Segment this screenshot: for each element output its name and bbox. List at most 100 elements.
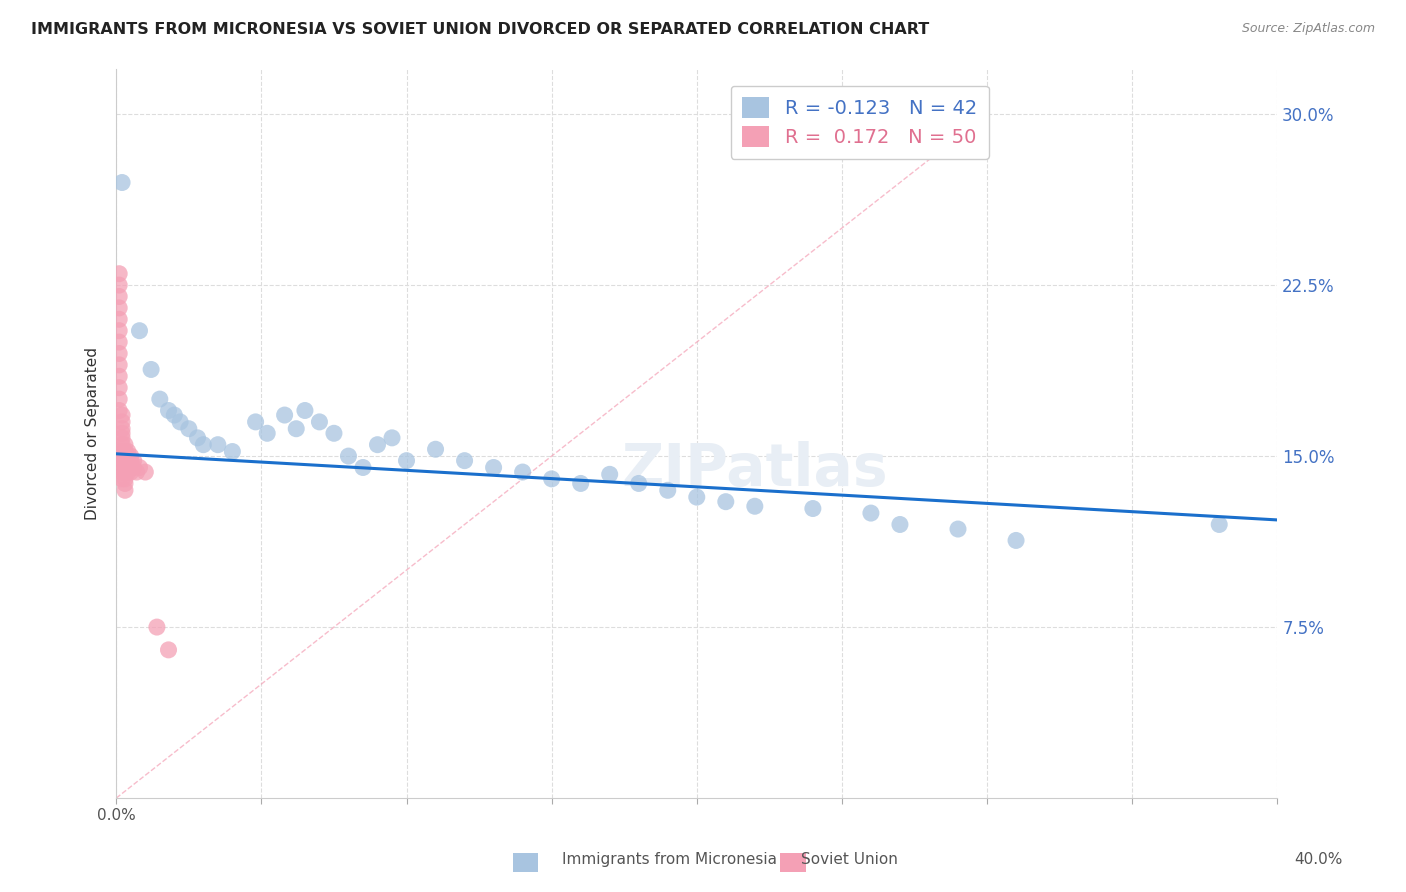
Point (169, 415, 191, 429)
Point (108, 369, 131, 384)
Point (122, 453, 145, 467)
Point (221, 444, 243, 458)
Point (108, 267, 131, 281)
Point (686, 490, 709, 504)
Point (157, 643, 180, 657)
Point (1208, 517, 1230, 532)
Point (120, 460, 142, 475)
Point (149, 392, 172, 406)
Point (569, 476, 592, 491)
Point (245, 415, 267, 429)
Point (946, 522, 969, 536)
Point (207, 438, 229, 452)
Point (108, 358, 131, 372)
Point (453, 453, 475, 467)
Point (186, 431, 208, 445)
Legend: R = -0.123   N = 42, R =  0.172   N = 50: R = -0.123 N = 42, R = 0.172 N = 50 (731, 86, 988, 159)
Point (111, 422, 134, 436)
Point (120, 465, 142, 479)
Point (352, 460, 374, 475)
Point (337, 449, 360, 463)
Point (108, 278, 131, 293)
Point (323, 426, 346, 441)
Point (425, 442, 447, 457)
Point (134, 465, 156, 479)
Point (111, 426, 134, 441)
Point (111, 465, 134, 479)
Point (111, 472, 134, 486)
Point (108, 324, 131, 338)
Point (157, 403, 180, 417)
Point (599, 467, 621, 482)
Point (125, 465, 148, 479)
Point (108, 289, 131, 303)
Point (111, 176, 134, 190)
Point (111, 449, 134, 463)
Point (177, 422, 200, 436)
Point (482, 460, 505, 475)
Point (114, 465, 136, 479)
Point (273, 408, 295, 422)
Point (111, 408, 134, 422)
Text: IMMIGRANTS FROM MICRONESIA VS SOVIET UNION DIVORCED OR SEPARATED CORRELATION CHA: IMMIGRANTS FROM MICRONESIA VS SOVIET UNI… (31, 22, 929, 37)
Point (714, 494, 737, 508)
Point (108, 392, 131, 406)
Text: Immigrants from Micronesia: Immigrants from Micronesia (562, 852, 778, 867)
Point (117, 444, 139, 458)
Point (193, 438, 215, 452)
Point (114, 438, 136, 452)
Point (395, 453, 418, 467)
Point (111, 431, 134, 445)
Point (117, 449, 139, 463)
Point (117, 460, 139, 475)
Point (889, 517, 911, 532)
Point (285, 422, 308, 436)
Point (108, 312, 131, 326)
Point (128, 460, 150, 475)
Point (114, 444, 136, 458)
Point (801, 501, 824, 516)
Point (111, 438, 134, 452)
Point (108, 381, 131, 395)
Point (512, 465, 534, 479)
Text: Soviet Union: Soviet Union (801, 852, 898, 867)
Point (111, 460, 134, 475)
Text: Source: ZipAtlas.com: Source: ZipAtlas.com (1241, 22, 1375, 36)
Point (308, 415, 330, 429)
Point (540, 472, 562, 486)
Point (146, 620, 169, 634)
Point (117, 465, 139, 479)
Point (163, 408, 186, 422)
Point (111, 453, 134, 467)
Point (108, 301, 131, 315)
Point (366, 438, 388, 452)
Point (256, 426, 278, 441)
Point (294, 403, 316, 417)
Point (657, 483, 679, 498)
Point (120, 453, 142, 467)
Point (108, 346, 131, 360)
Point (108, 335, 131, 350)
Point (114, 483, 136, 498)
Text: 40.0%: 40.0% (1295, 852, 1343, 867)
Point (114, 476, 136, 491)
Point (120, 449, 142, 463)
Point (139, 362, 162, 376)
Point (1005, 533, 1028, 548)
Point (117, 453, 139, 467)
Point (108, 403, 131, 417)
Point (859, 506, 882, 520)
Point (744, 500, 766, 514)
Point (114, 449, 136, 463)
Point (128, 324, 150, 338)
Point (114, 472, 136, 486)
Point (114, 453, 136, 467)
Point (381, 431, 404, 445)
Point (111, 444, 134, 458)
Point (627, 476, 650, 491)
Point (111, 415, 134, 429)
Point (122, 460, 145, 475)
Y-axis label: Divorced or Separated: Divorced or Separated (86, 347, 100, 520)
Text: ZIPatlas: ZIPatlas (621, 442, 889, 499)
Point (114, 460, 136, 475)
